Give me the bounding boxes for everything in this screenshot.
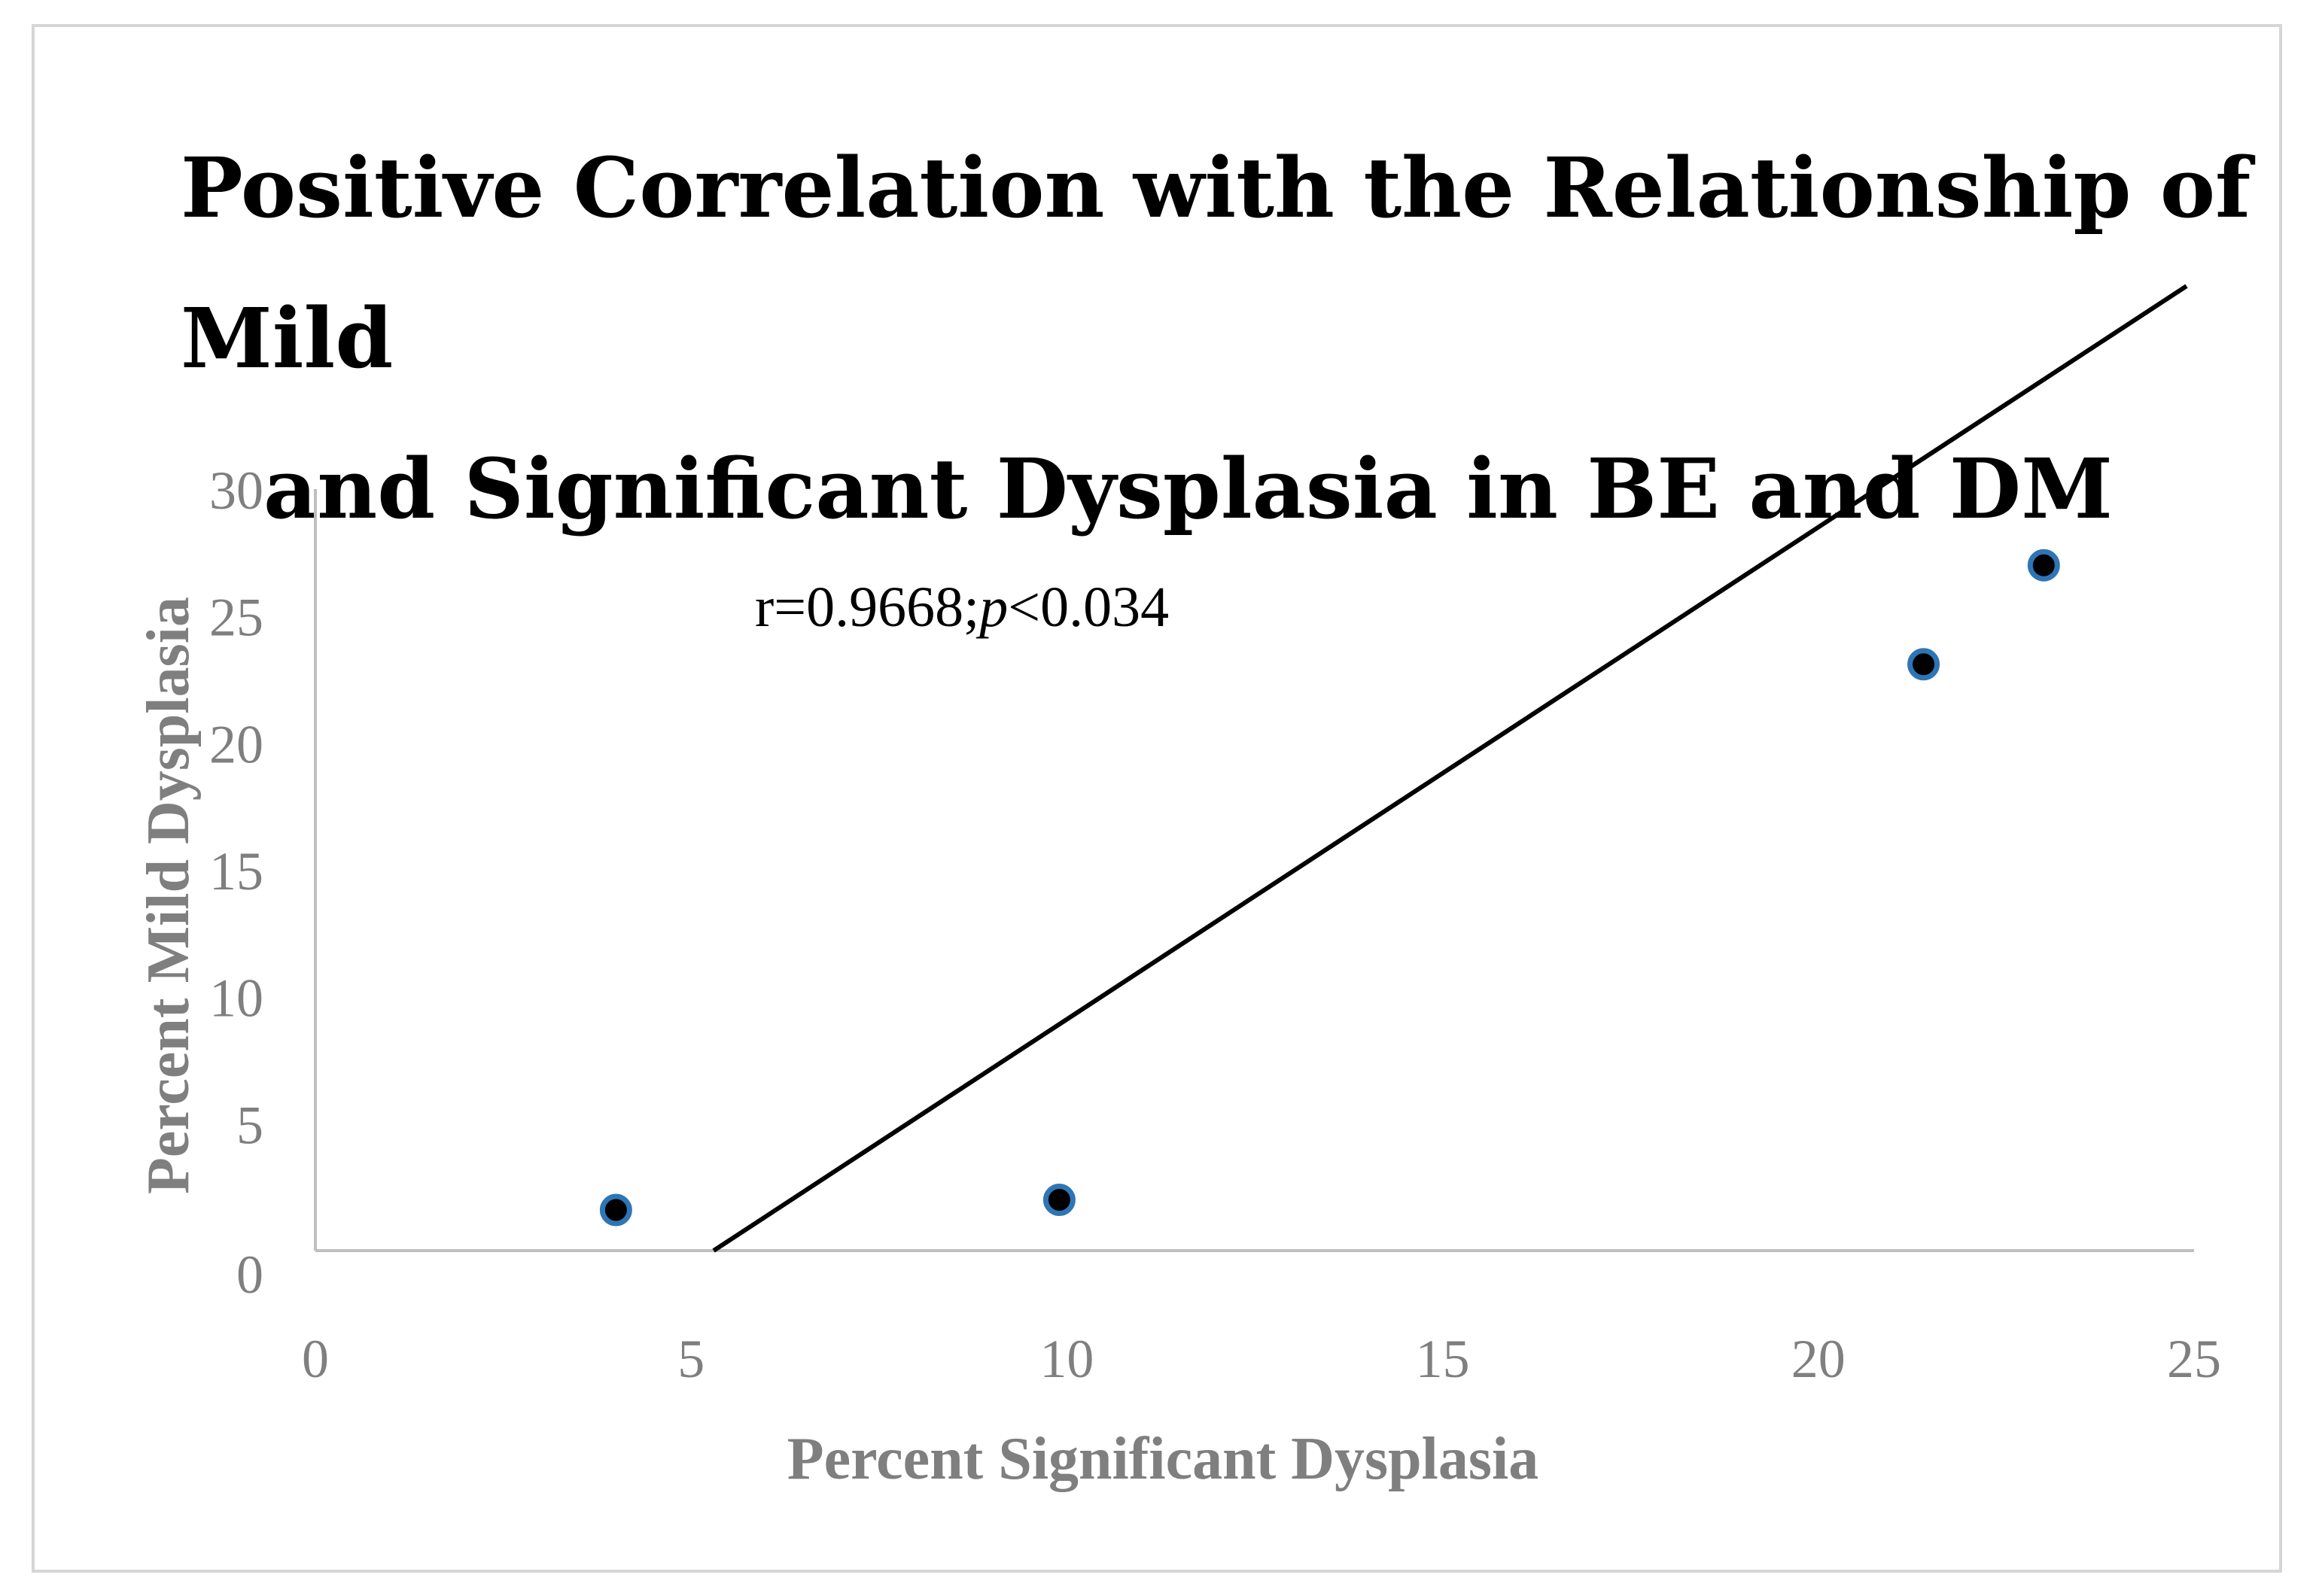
y-axis-label: Percent Mild Dysplasia xyxy=(135,597,202,1194)
y-tick-label: 10 xyxy=(209,968,263,1029)
data-point xyxy=(2027,549,2060,582)
x-tick-labels: 0 5 10 15 20 25 xyxy=(302,1329,2221,1389)
chart-title-line-2: and Significant Dysplasia in BE and DM xyxy=(263,440,2113,537)
chart-title-line-1: Positive Correlation with the Relationsh… xyxy=(181,139,2251,387)
trendline-group xyxy=(712,284,2188,1253)
chart-frame xyxy=(32,24,2282,1573)
x-tick-label: 20 xyxy=(1791,1329,1846,1389)
y-tick-label: 25 xyxy=(209,588,263,648)
x-tick-label: 0 xyxy=(302,1329,329,1389)
chart-title: Positive Correlation with the Relationsh… xyxy=(181,113,2288,564)
y-tick-label: 5 xyxy=(236,1095,263,1155)
data-points xyxy=(599,549,2060,1227)
data-point xyxy=(599,1193,632,1227)
trendline xyxy=(712,284,2188,1253)
data-point xyxy=(1907,648,1940,681)
data-point xyxy=(1042,1184,1076,1217)
x-axis-label: Percent Significant Dysplasia xyxy=(787,1426,1539,1492)
correlation-annotation: r=0.9668;p<0.034 xyxy=(755,576,1169,639)
y-tick-label: 0 xyxy=(236,1245,263,1305)
y-tick-label: 20 xyxy=(209,714,263,774)
x-tick-label: 10 xyxy=(1039,1329,1094,1389)
x-tick-label: 15 xyxy=(1416,1329,1470,1389)
y-tick-label: 15 xyxy=(209,841,263,901)
x-tick-label: 25 xyxy=(2167,1329,2221,1389)
y-tick-label: 30 xyxy=(209,461,263,521)
x-tick-label: 5 xyxy=(677,1329,705,1389)
y-tick-labels: 0 5 10 15 20 25 30 xyxy=(209,461,263,1305)
axes xyxy=(314,489,2194,1252)
